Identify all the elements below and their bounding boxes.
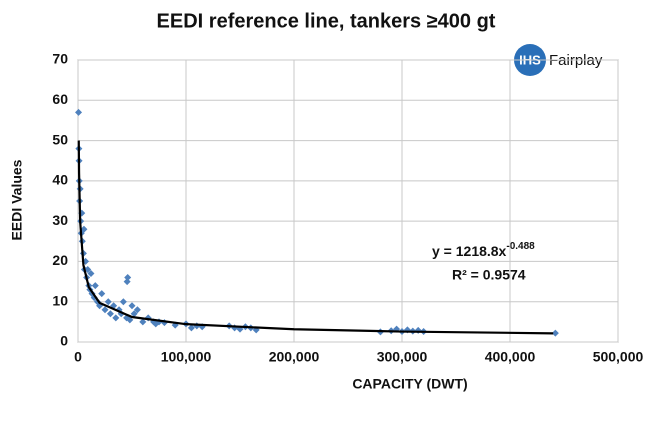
y-tick-label: 0 [60, 333, 68, 349]
point [112, 314, 120, 322]
equation-exponent: -0.488 [506, 241, 535, 252]
y-tick-label: 40 [52, 172, 68, 188]
point [104, 298, 112, 306]
x-axis-label: CAPACITY (DWT) [352, 376, 467, 392]
point [87, 270, 95, 278]
point [128, 302, 136, 310]
point [106, 310, 114, 318]
x-tick-label: 0 [74, 349, 82, 365]
x-tick-label: 200,000 [269, 349, 320, 365]
chart-title: EEDI reference line, tankers ≥400 gt [157, 10, 496, 32]
point [187, 324, 195, 332]
y-tick-label: 60 [52, 91, 68, 107]
point [119, 298, 127, 306]
x-tick-label: 300,000 [377, 349, 428, 365]
point [101, 306, 109, 314]
point [80, 225, 88, 233]
point [98, 290, 106, 298]
point [133, 306, 141, 314]
point [126, 316, 134, 324]
y-axis-label: EEDI Values [9, 159, 25, 240]
point [139, 318, 147, 326]
r-squared: R² = 0.9574 [452, 267, 526, 283]
point [551, 329, 559, 337]
point [123, 314, 131, 322]
x-tick-label: 500,000 [593, 349, 644, 365]
y-tick-label: 20 [52, 252, 68, 268]
equation: y = 1218.8x-0.488 [432, 241, 535, 259]
point [130, 310, 138, 318]
y-tick-label: 50 [52, 131, 68, 147]
point [124, 274, 132, 282]
trendline [77, 140, 554, 335]
point [91, 282, 99, 290]
y-tick-label: 70 [52, 51, 68, 67]
plot-area [77, 59, 619, 343]
equation-text: y = 1218.8x [432, 243, 507, 259]
point [75, 108, 83, 116]
y-tick-label: 30 [52, 212, 68, 228]
y-tick-label: 10 [52, 292, 68, 308]
x-tick-label: 400,000 [485, 349, 536, 365]
x-tick-label: 100,000 [161, 349, 212, 365]
